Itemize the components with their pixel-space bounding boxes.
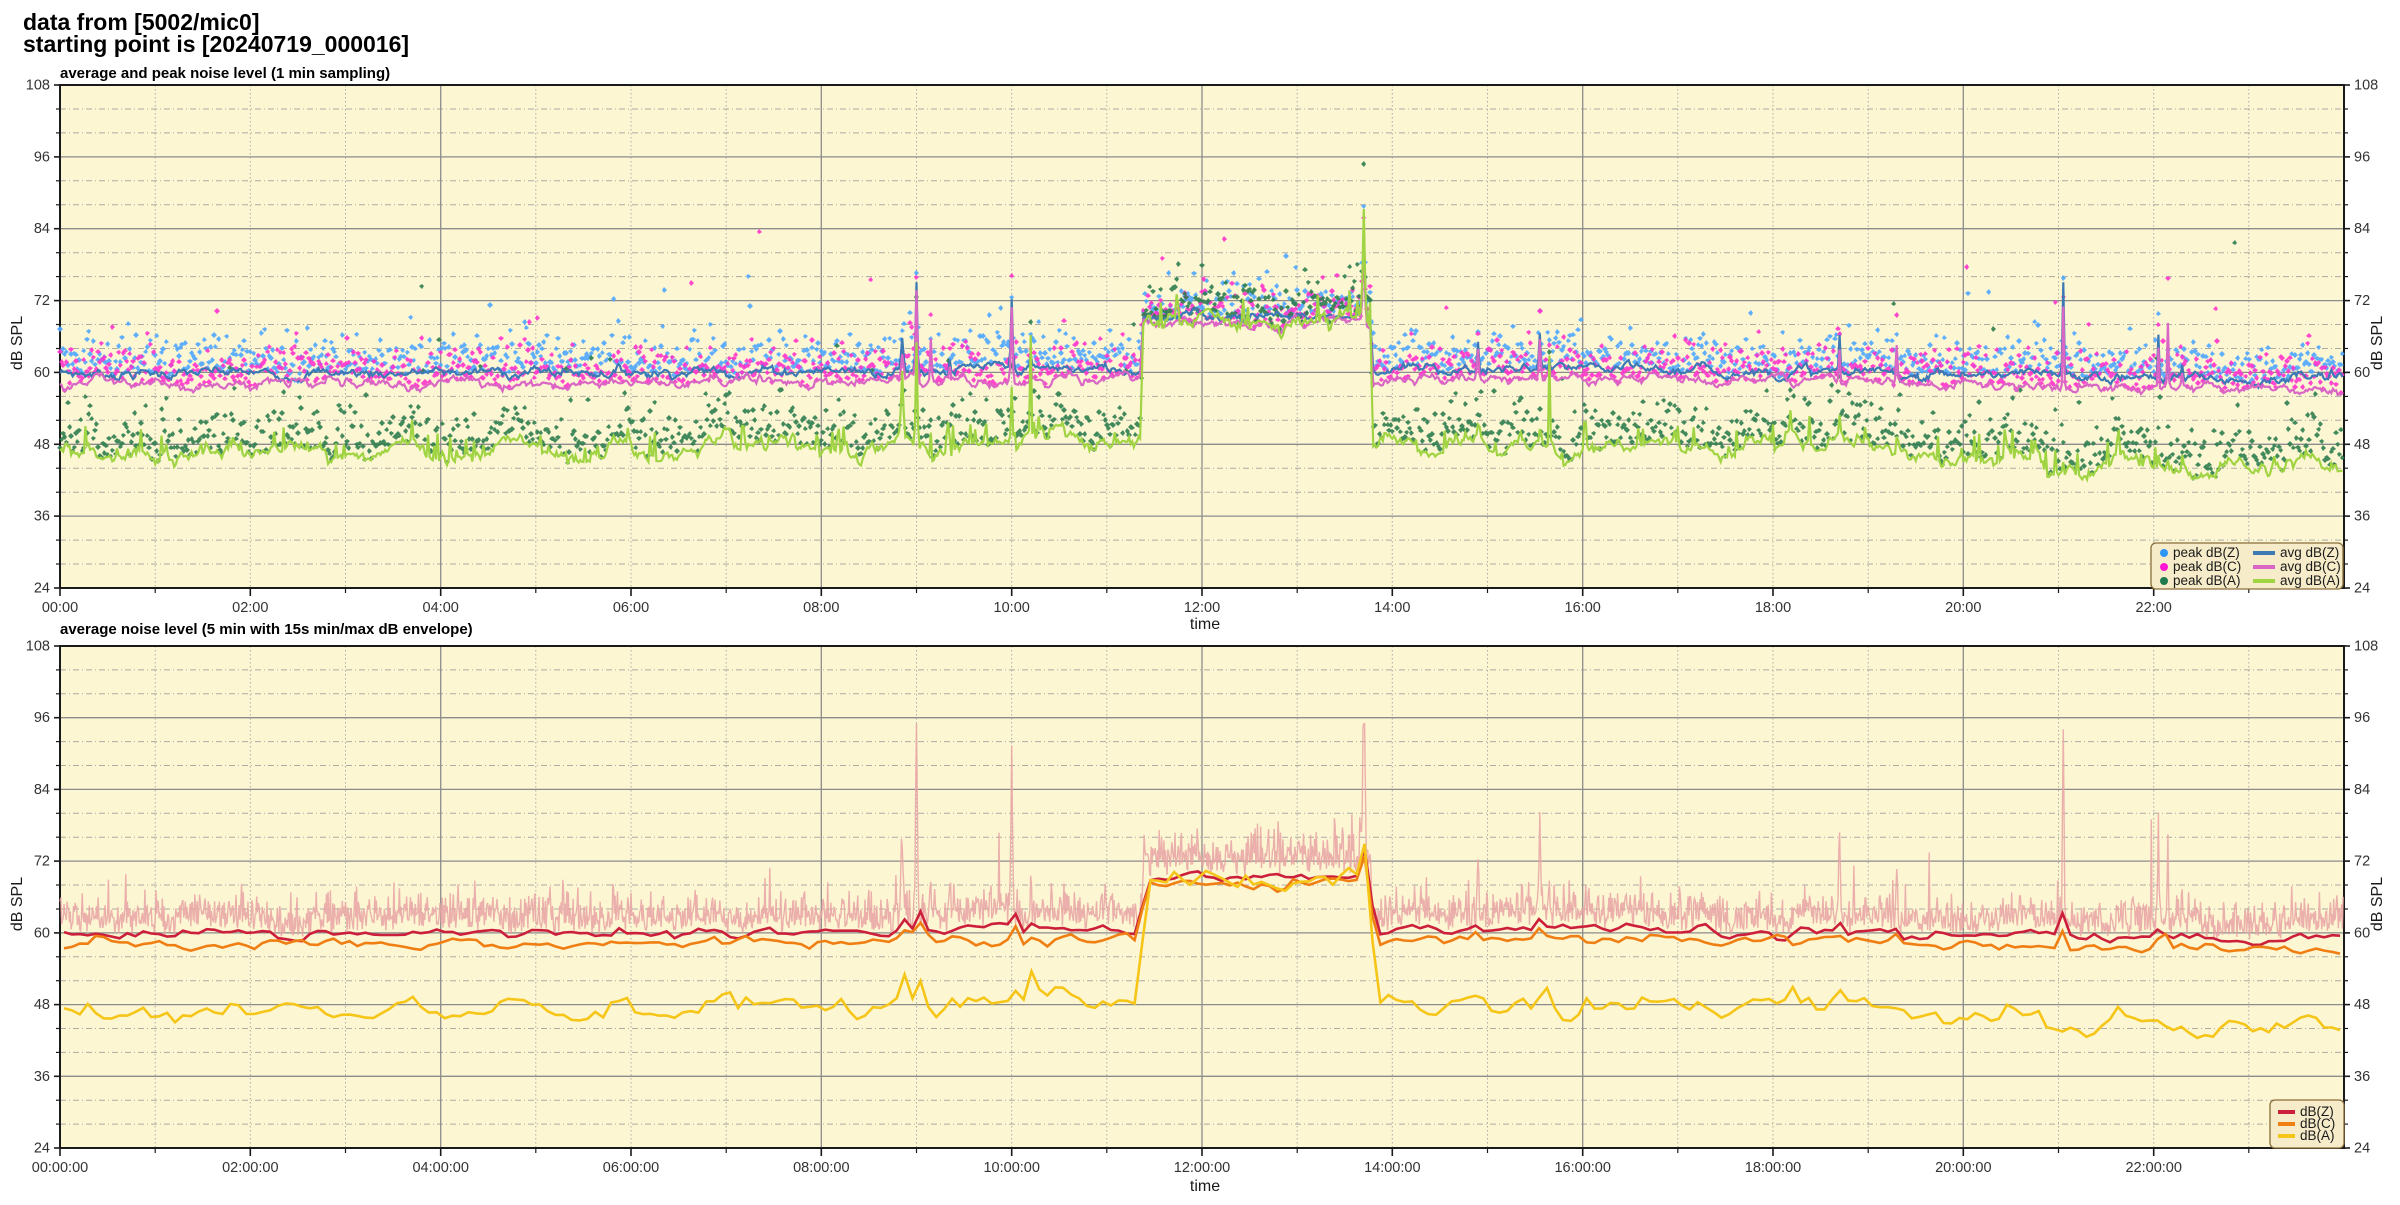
svg-text:96: 96 [34, 149, 50, 165]
svg-text:36: 36 [34, 509, 50, 525]
svg-text:84: 84 [34, 221, 50, 237]
svg-text:96: 96 [2354, 149, 2370, 165]
svg-text:22:00:00: 22:00:00 [2125, 1160, 2181, 1176]
svg-text:avg dB(C): avg dB(C) [2280, 559, 2341, 574]
svg-text:36: 36 [2354, 509, 2370, 525]
svg-text:24: 24 [2354, 581, 2370, 597]
svg-text:24: 24 [34, 1141, 50, 1157]
svg-text:48: 48 [2354, 997, 2370, 1013]
svg-text:average noise level (5 min wit: average noise level (5 min with 15s min/… [60, 621, 473, 638]
svg-text:48: 48 [2354, 437, 2370, 453]
svg-text:12:00: 12:00 [1184, 600, 1220, 616]
svg-text:36: 36 [2354, 1069, 2370, 1085]
svg-text:peak dB(C): peak dB(C) [2173, 559, 2241, 574]
svg-text:04:00: 04:00 [423, 600, 459, 616]
svg-text:time: time [1190, 616, 1220, 633]
svg-text:60: 60 [2354, 925, 2370, 941]
svg-text:08:00:00: 08:00:00 [793, 1160, 849, 1176]
svg-text:72: 72 [34, 293, 50, 309]
svg-text:24: 24 [34, 581, 50, 597]
svg-text:00:00:00: 00:00:00 [32, 1160, 88, 1176]
svg-text:72: 72 [34, 854, 50, 870]
svg-text:00:00: 00:00 [42, 600, 78, 616]
svg-text:48: 48 [34, 437, 50, 453]
svg-text:14:00:00: 14:00:00 [1364, 1160, 1420, 1176]
svg-text:avg dB(A): avg dB(A) [2280, 573, 2340, 588]
svg-text:84: 84 [34, 782, 50, 798]
svg-text:08:00: 08:00 [803, 600, 839, 616]
svg-text:108: 108 [2354, 639, 2378, 655]
svg-text:14:00: 14:00 [1374, 600, 1410, 616]
svg-text:02:00:00: 02:00:00 [222, 1160, 278, 1176]
svg-text:18:00: 18:00 [1755, 600, 1791, 616]
svg-text:average and peak noise level (: average and peak noise level (1 min samp… [60, 65, 390, 82]
svg-text:60: 60 [34, 365, 50, 381]
svg-text:20:00: 20:00 [1945, 600, 1981, 616]
svg-text:dB SPL: dB SPL [2369, 877, 2386, 931]
svg-text:02:00: 02:00 [232, 600, 268, 616]
svg-text:48: 48 [34, 997, 50, 1013]
svg-text:84: 84 [2354, 221, 2370, 237]
svg-text:dB SPL: dB SPL [9, 877, 26, 931]
svg-text:12:00:00: 12:00:00 [1174, 1160, 1230, 1176]
svg-text:22:00: 22:00 [2136, 600, 2172, 616]
svg-text:108: 108 [2354, 78, 2378, 94]
svg-text:16:00:00: 16:00:00 [1554, 1160, 1610, 1176]
svg-text:06:00: 06:00 [613, 600, 649, 616]
svg-text:peak dB(Z): peak dB(Z) [2173, 545, 2240, 560]
svg-text:108: 108 [26, 639, 50, 655]
svg-text:peak dB(A): peak dB(A) [2173, 573, 2241, 588]
svg-text:dB(A): dB(A) [2300, 1128, 2335, 1143]
svg-text:dB SPL: dB SPL [2369, 316, 2386, 370]
svg-text:10:00:00: 10:00:00 [983, 1160, 1039, 1176]
svg-text:108: 108 [26, 78, 50, 94]
svg-text:72: 72 [2354, 293, 2370, 309]
svg-text:dB SPL: dB SPL [9, 316, 26, 370]
svg-text:10:00: 10:00 [994, 600, 1030, 616]
svg-text:18:00:00: 18:00:00 [1745, 1160, 1801, 1176]
svg-text:96: 96 [2354, 710, 2370, 726]
svg-text:60: 60 [34, 925, 50, 941]
svg-text:06:00:00: 06:00:00 [603, 1160, 659, 1176]
svg-text:time: time [1190, 1178, 1220, 1195]
svg-text:84: 84 [2354, 782, 2370, 798]
svg-text:04:00:00: 04:00:00 [412, 1160, 468, 1176]
svg-text:avg dB(Z): avg dB(Z) [2280, 545, 2339, 560]
svg-text:16:00: 16:00 [1565, 600, 1601, 616]
svg-text:36: 36 [34, 1069, 50, 1085]
svg-text:60: 60 [2354, 365, 2370, 381]
svg-text:20:00:00: 20:00:00 [1935, 1160, 1991, 1176]
svg-text:72: 72 [2354, 854, 2370, 870]
svg-text:96: 96 [34, 710, 50, 726]
svg-text:24: 24 [2354, 1141, 2370, 1157]
